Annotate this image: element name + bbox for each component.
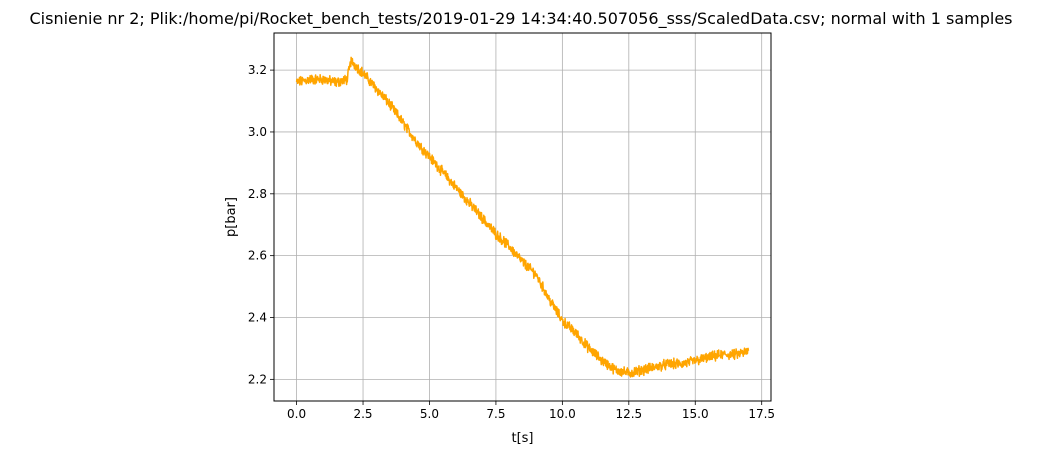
y-tick-label: 2.2 — [248, 372, 267, 386]
x-tick-label: 15.0 — [682, 407, 709, 421]
y-tick-label: 2.4 — [248, 311, 267, 325]
x-tick-label: 10.0 — [549, 407, 576, 421]
y-axis-ticks: 2.2 2.4 2.6 2.8 3.0 3.2 — [248, 63, 274, 386]
series-layer — [295, 56, 750, 378]
x-tick-label: 7.5 — [486, 407, 505, 421]
y-tick-label: 3.0 — [248, 125, 267, 139]
grid-lines — [274, 33, 771, 401]
x-tick-label: 0.0 — [287, 407, 306, 421]
x-tick-label: 5.0 — [420, 407, 439, 421]
y-tick-label: 2.6 — [248, 249, 267, 263]
plot-frame — [273, 32, 772, 402]
x-tick-label: 2.5 — [353, 407, 372, 421]
x-axis-label: t[s] — [511, 431, 533, 446]
chart-title: Cisnienie nr 2; Plik:/home/pi/Rocket_ben… — [29, 9, 1012, 29]
y-tick-label: 2.8 — [248, 187, 267, 201]
series-line — [295, 56, 750, 378]
x-tick-label: 17.5 — [748, 407, 775, 421]
x-axis-ticks: 0.0 2.5 5.0 7.5 10.0 12.5 15.0 17.5 — [287, 401, 775, 421]
x-tick-label: 12.5 — [615, 407, 642, 421]
y-tick-label: 3.2 — [248, 63, 267, 77]
y-axis-label: p[bar] — [224, 197, 239, 237]
